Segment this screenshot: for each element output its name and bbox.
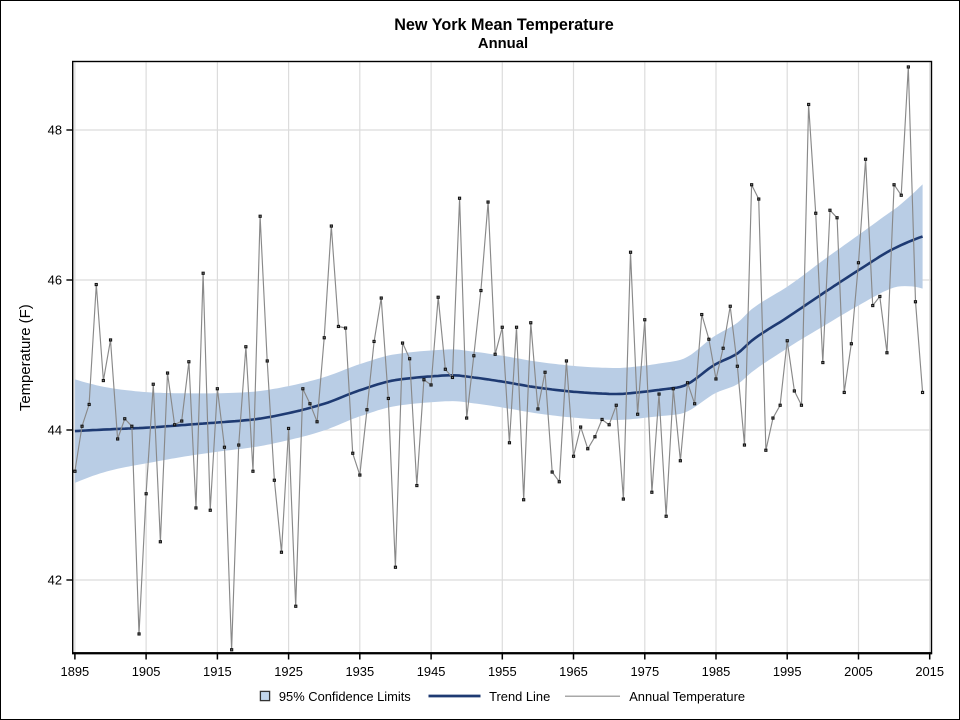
svg-text:44: 44 [48,423,62,438]
svg-text:2005: 2005 [844,664,873,679]
svg-text:2015: 2015 [915,664,944,679]
svg-text:1895: 1895 [61,664,90,679]
svg-text:Annual Temperature: Annual Temperature [629,689,745,704]
svg-text:42: 42 [48,573,62,588]
svg-text:1955: 1955 [488,664,517,679]
svg-text:1975: 1975 [630,664,659,679]
svg-text:Temperature (F): Temperature (F) [18,304,34,411]
svg-text:95% Confidence Limits: 95% Confidence Limits [279,689,411,704]
svg-text:Trend Line: Trend Line [489,689,550,704]
svg-text:1915: 1915 [203,664,232,679]
svg-text:48: 48 [48,123,62,138]
svg-text:1905: 1905 [132,664,161,679]
svg-text:1945: 1945 [417,664,446,679]
svg-text:1935: 1935 [345,664,374,679]
svg-text:New York Mean Temperature: New York Mean Temperature [394,16,614,34]
svg-text:46: 46 [48,273,62,288]
svg-text:1965: 1965 [559,664,588,679]
svg-text:Annual: Annual [478,36,528,52]
svg-text:1985: 1985 [702,664,731,679]
svg-text:1995: 1995 [773,664,802,679]
svg-text:1925: 1925 [274,664,303,679]
